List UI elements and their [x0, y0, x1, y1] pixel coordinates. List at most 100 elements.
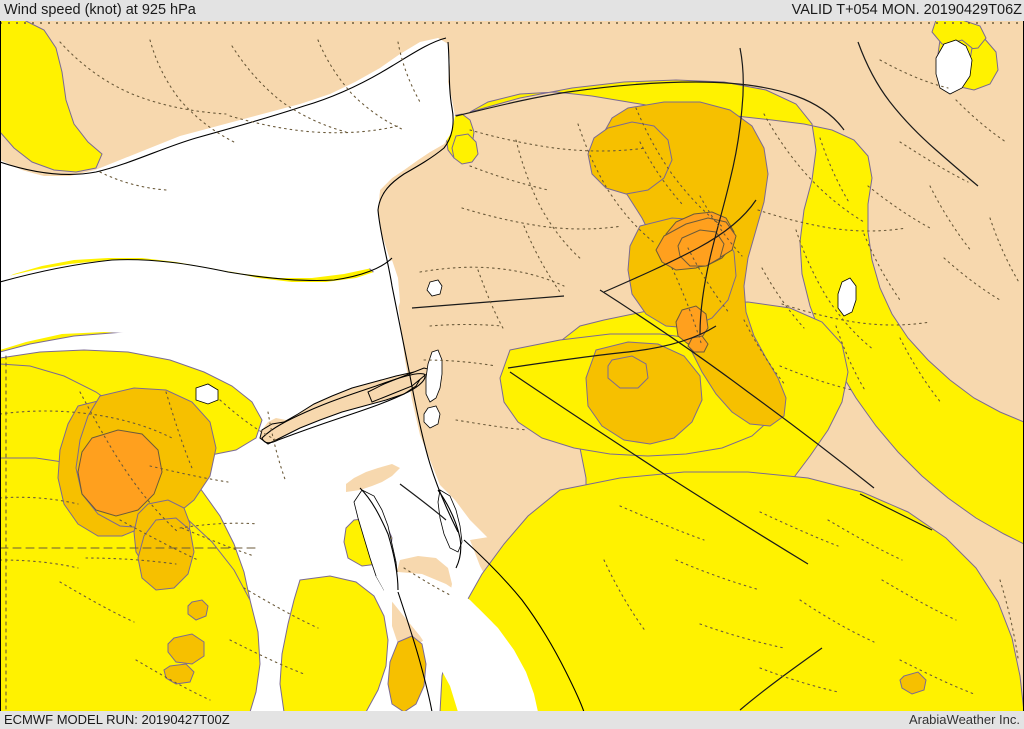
wind-yellow-nw-band	[0, 20, 103, 173]
header-bar: Wind speed (knot) at 925 hPa VALID T+054…	[0, 0, 1024, 21]
admin-jordan-4	[423, 359, 497, 367]
admin-iraq-5	[863, 233, 901, 301]
admin-saudi-1	[619, 505, 705, 541]
border-jordan-israel	[411, 295, 565, 309]
border-qatar-area	[739, 647, 823, 711]
admin-iraq-1	[763, 113, 865, 223]
sea-mediterranean-south	[0, 260, 400, 350]
coastline-levant	[377, 41, 459, 533]
admin-turkey-se-7	[119, 519, 199, 561]
wind-gold-red-sea-ellipse	[387, 635, 427, 712]
water-bodies-layer	[0, 38, 973, 712]
admin-syria-5	[469, 165, 549, 191]
border-turkey-syria-iraq	[455, 81, 845, 131]
wind-yellow-levant-coast-2	[451, 133, 479, 165]
admin-saudi-10	[899, 659, 975, 695]
map-canvas[interactable]	[0, 20, 1024, 712]
lake-urmia	[935, 39, 973, 95]
admin-iraq-4	[795, 229, 875, 351]
coastline-layer	[0, 37, 585, 712]
admin-iraq-7	[835, 325, 867, 393]
admin-syria-1	[469, 129, 647, 152]
admin-iran-7	[989, 217, 1021, 285]
admin-iraq-12	[639, 141, 683, 205]
admin-iraq-3	[757, 209, 907, 232]
admin-sinai-1	[403, 567, 453, 597]
border-turkey-iraq-iran	[699, 47, 744, 335]
admin-turkey-se-2	[79, 391, 179, 533]
admin-iraq-14	[743, 319, 787, 387]
admin-saudi-4	[699, 623, 785, 649]
admin-saudi-2	[675, 559, 761, 591]
coastline-turkey-south-2	[0, 257, 393, 283]
admin-turkey-1	[59, 41, 227, 115]
footer-bar: ECMWF MODEL RUN: 20190427T00Z ArabiaWeat…	[0, 711, 1024, 729]
admin-turkey-se-5	[267, 411, 287, 483]
wind-yellow-syria-north	[469, 79, 1024, 545]
admin-iraq-10	[761, 267, 805, 329]
admin-turkey-se-1	[0, 410, 173, 439]
weather-map-svg	[0, 20, 1024, 712]
admin-iran-4	[867, 185, 931, 229]
admin-turkey-2	[149, 39, 235, 143]
admin-jordan-3	[429, 323, 503, 327]
wind-level-3-layer	[77, 211, 737, 517]
admin-egypt-6	[229, 639, 305, 675]
admin-turkey-se-6	[179, 522, 259, 529]
admin-jordan-5	[455, 419, 529, 431]
border-saudi-kuwait	[859, 493, 933, 531]
page-title: Wind speed (knot) at 925 hPa	[4, 2, 196, 18]
admin-iraq-9	[779, 365, 853, 391]
admin-turkey-4	[317, 39, 405, 131]
sea-red-sea-2	[376, 572, 534, 712]
admin-iraq-6	[781, 303, 931, 326]
coastline-arabia-red-sea	[463, 539, 585, 712]
admin-syria-4	[635, 107, 725, 229]
border-saudi-iraq-diagonal-2	[509, 371, 809, 565]
wind-orange-blob-central-2	[687, 335, 709, 353]
admin-iran-2	[955, 99, 1007, 143]
admin-iraq-11	[699, 195, 743, 257]
country-border-layer	[399, 41, 979, 711]
wind-gold-nile-strip-2	[137, 517, 195, 591]
admin-turkey-7	[99, 171, 167, 191]
model-run-label: ECMWF MODEL RUN: 20190427T00Z	[4, 712, 230, 727]
admin-turkey-se-3	[165, 391, 193, 469]
admin-syria-7	[523, 225, 561, 293]
coastline-turkey-south	[0, 37, 447, 175]
wind-orange-turkey-se	[77, 429, 163, 517]
admin-turkey-se-4	[219, 399, 277, 441]
wind-gold-oval-a	[167, 633, 205, 665]
border-jordan-iraq-saudi	[507, 325, 717, 369]
valid-time-label: VALID T+054 MON. 20190429T06Z	[791, 2, 1022, 18]
admin-egypt-8	[149, 465, 229, 483]
coastline-aqaba	[437, 489, 462, 569]
admin-saudi-11	[999, 579, 1019, 659]
lake-small-turkey	[195, 383, 219, 405]
admin-iran-6	[943, 257, 1001, 301]
admin-border-layer	[0, 39, 1021, 712]
admin-egypt-4	[181, 527, 255, 557]
wind-gold-right-small	[899, 671, 927, 695]
admin-turkey-se-8	[85, 557, 177, 565]
admin-turkey-3	[231, 45, 347, 133]
admin-iraq-8	[899, 337, 943, 405]
admin-jordan-1	[419, 266, 565, 287]
admin-jordan-2	[477, 269, 505, 331]
coastline-sinai-south	[397, 591, 433, 712]
sea-gulf-of-aqaba	[437, 489, 463, 553]
border-saudi-iraq-diagonal	[599, 289, 875, 489]
sea-mediterranean	[0, 38, 455, 280]
provider-credit-label: ArabiaWeather Inc.	[908, 712, 1020, 727]
wind-yellow-red-sea-band	[279, 575, 389, 712]
admin-turkey-6	[229, 115, 399, 134]
lake-tharthar	[837, 277, 857, 317]
lake-dead-sea	[425, 349, 443, 403]
admin-saudi-9	[759, 667, 839, 693]
admin-iraq-13	[687, 247, 731, 315]
wind-yellow-saudi-north	[439, 471, 1024, 712]
wind-yellow-east-edge-2	[931, 20, 987, 51]
admin-iran-5	[929, 185, 973, 253]
coastline-cyprus	[261, 373, 426, 444]
admin-turkey-5	[397, 41, 421, 103]
